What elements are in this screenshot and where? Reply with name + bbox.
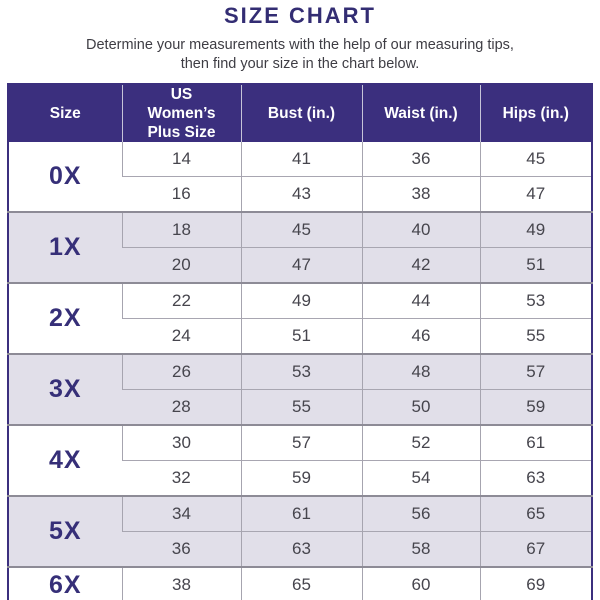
cell-plus-size: 20 (122, 247, 241, 283)
cell-waist: 56 (361, 495, 480, 532)
cell-plus-size: 34 (121, 495, 241, 532)
header-waist: Waist (in.) (361, 84, 480, 142)
cell-waist: 44 (361, 282, 480, 319)
table-row: 4X 30 57 52 61 (8, 424, 592, 496)
header-size: Size (8, 84, 122, 142)
cell-waist: 54 (361, 460, 480, 496)
cell-waist: 36 (361, 142, 480, 177)
cell-hips: 63 (479, 460, 592, 496)
table-row: 5X 34 61 56 65 (8, 495, 592, 567)
cell-bust: 51 (240, 318, 362, 354)
cell-plus-size: 16 (122, 176, 241, 212)
table-row: 16 43 38 47 (8, 176, 592, 212)
cell-hips: 61 (479, 424, 592, 461)
size-group-label-5x: 5X (8, 495, 122, 567)
cell-hips: 47 (479, 176, 592, 212)
cell-waist: 60 (361, 566, 480, 600)
cell-hips: 67 (479, 531, 592, 567)
cell-hips: 53 (479, 282, 592, 319)
table-row: 28 55 50 59 (8, 389, 592, 425)
cell-waist: 52 (361, 424, 480, 461)
cell-bust: 55 (240, 389, 362, 425)
subtitle-line-1: Determine your measurements with the hel… (86, 37, 514, 53)
cell-plus-size: 30 (121, 424, 241, 461)
cell-hips: 59 (479, 389, 592, 425)
size-chart-table: Size US Women’s Plus Size Bust (in.) Wai… (7, 83, 593, 600)
cell-waist: 40 (361, 211, 480, 248)
table-row: 3X 26 53 48 57 (8, 353, 592, 425)
cell-hips: 57 (479, 353, 592, 390)
header-bust: Bust (in.) (240, 84, 362, 142)
table-row: 0X 14 41 36 45 (8, 142, 592, 212)
cell-bust: 53 (240, 353, 362, 390)
cell-plus-size: 26 (121, 353, 241, 390)
table-row: 36 63 58 67 (8, 531, 592, 567)
cell-bust: 45 (240, 211, 362, 248)
size-group-label-2x: 2X (8, 282, 122, 354)
cell-bust: 59 (240, 460, 362, 496)
cell-bust: 47 (240, 247, 362, 283)
cell-hips: 65 (479, 495, 592, 532)
size-group-label-4x: 4X (8, 424, 122, 496)
table-row: 2X 22 49 44 53 (8, 282, 592, 354)
cell-waist: 50 (361, 389, 480, 425)
cell-hips: 49 (479, 211, 592, 248)
cell-plus-size: 28 (122, 389, 241, 425)
cell-waist: 48 (361, 353, 480, 390)
subtitle: Determine your measurements with the hel… (0, 36, 600, 74)
cell-hips: 45 (479, 142, 592, 177)
cell-waist: 42 (361, 247, 480, 283)
cell-plus-size: 38 (121, 566, 241, 600)
cell-bust: 49 (240, 282, 362, 319)
cell-plus-size: 18 (121, 211, 241, 248)
cell-waist: 38 (361, 176, 480, 212)
cell-waist: 46 (361, 318, 480, 354)
header-hips: Hips (in.) (479, 84, 592, 142)
header-row: Size US Women’s Plus Size Bust (in.) Wai… (8, 84, 592, 142)
table-row: 6X 38 65 60 69 (8, 566, 592, 600)
cell-waist: 58 (361, 531, 480, 567)
table-row: 1X 18 45 40 49 (8, 211, 592, 283)
table-row: 20 47 42 51 (8, 247, 592, 283)
cell-bust: 57 (240, 424, 362, 461)
cell-plus-size: 22 (121, 282, 241, 319)
table-row: 24 51 46 55 (8, 318, 592, 354)
cell-bust: 41 (240, 142, 362, 177)
cell-hips: 69 (479, 566, 592, 600)
cell-bust: 63 (240, 531, 362, 567)
cell-hips: 51 (479, 247, 592, 283)
size-group-label-6x: 6X (8, 566, 122, 600)
cell-bust: 43 (240, 176, 362, 212)
size-group-label-1x: 1X (8, 211, 122, 283)
cell-plus-size: 36 (122, 531, 241, 567)
size-group-label-3x: 3X (8, 353, 122, 425)
subtitle-line-2: then find your size in the chart below. (180, 56, 420, 72)
page-title: SIZE CHART (224, 3, 376, 28)
cell-plus-size: 32 (122, 460, 241, 496)
cell-hips: 55 (479, 318, 592, 354)
cell-bust: 65 (240, 566, 362, 600)
cell-bust: 61 (240, 495, 362, 532)
cell-plus-size: 14 (121, 142, 241, 177)
header-plus-size: US Women’s Plus Size (121, 84, 241, 142)
cell-plus-size: 24 (122, 318, 241, 354)
table-row: 32 59 54 63 (8, 460, 592, 496)
size-group-label-0x: 0X (8, 142, 122, 212)
